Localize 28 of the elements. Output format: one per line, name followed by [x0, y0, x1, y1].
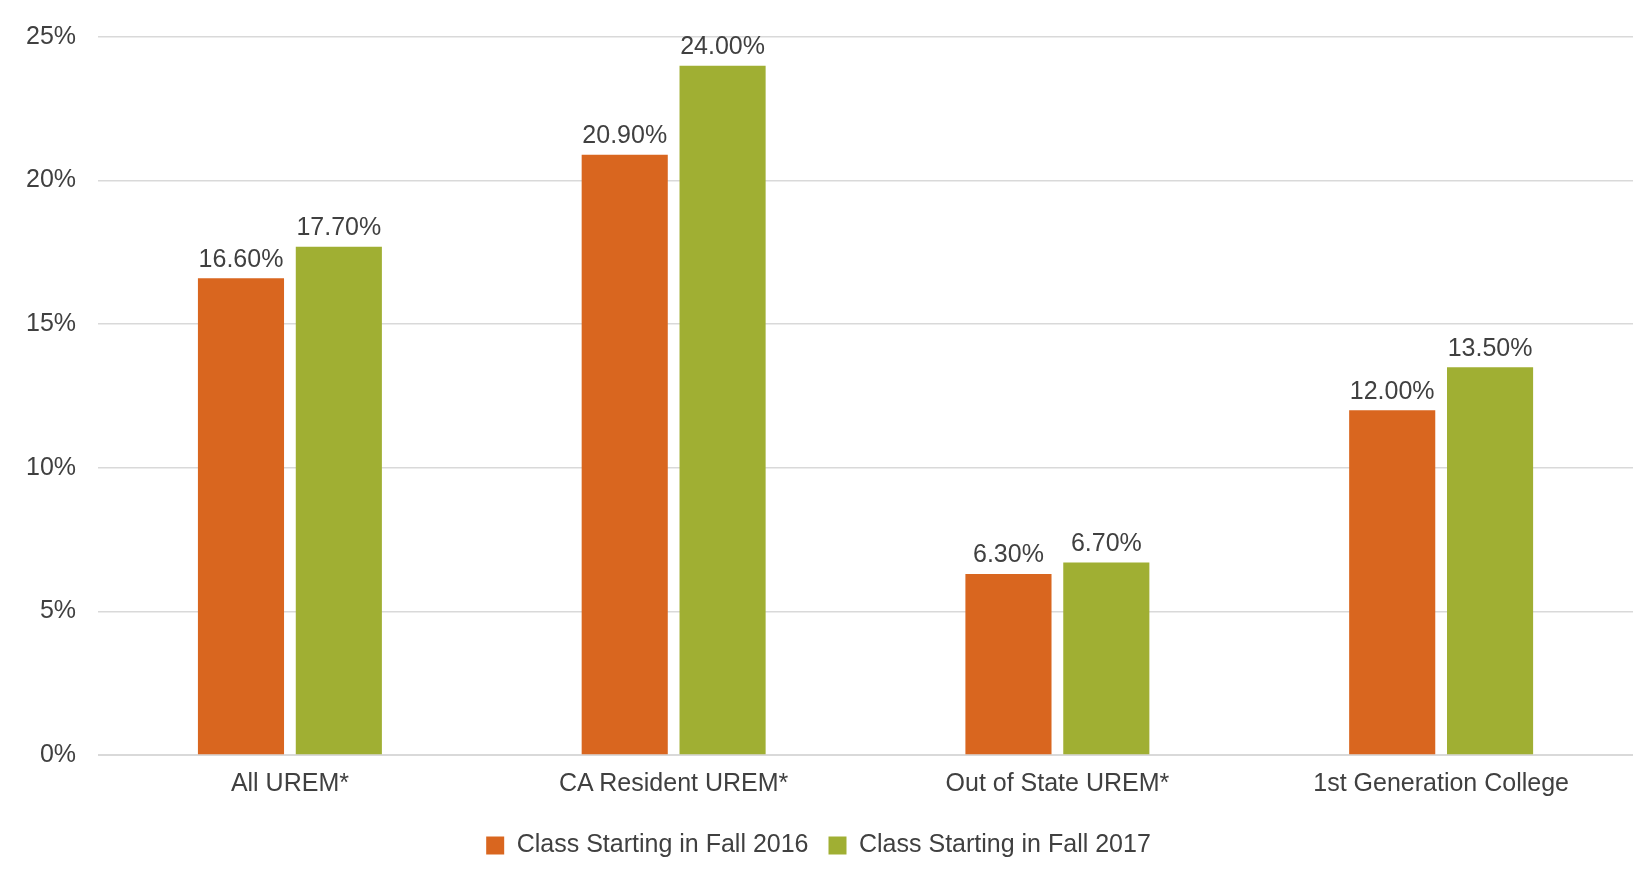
y-tick-label: 20%	[25, 164, 77, 193]
y-tick-label: 0%	[39, 738, 77, 767]
x-tick-label: Out of State UREM*	[945, 767, 1170, 796]
y-tick-label: 10%	[25, 451, 77, 480]
data-label: 20.90%	[582, 120, 668, 149]
x-tick-label: CA Resident UREM*	[559, 767, 789, 796]
bar	[295, 246, 382, 755]
y-tick-label: 5%	[39, 595, 77, 624]
data-label: 24.00%	[680, 31, 765, 60]
data-label: 6.30%	[973, 539, 1044, 568]
bar	[197, 278, 285, 755]
y-tick-label: 25%	[25, 20, 77, 49]
x-tick-label: All UREM*	[230, 767, 350, 796]
bar	[679, 65, 766, 755]
data-label: 17.70%	[296, 212, 382, 241]
legend-label: Class Starting in Fall 2016	[516, 829, 809, 858]
bar	[1349, 410, 1436, 755]
data-label: 13.50%	[1447, 332, 1533, 361]
data-label: 6.70%	[1070, 527, 1142, 556]
x-tick-label: 1st Generation College	[1313, 767, 1569, 796]
data-label: 16.60%	[198, 243, 284, 272]
legend-label: Class Starting in Fall 2017	[859, 829, 1151, 858]
bar	[581, 154, 668, 755]
bar	[1063, 562, 1150, 755]
bar	[1447, 367, 1534, 755]
y-tick-label: 15%	[25, 308, 77, 337]
bar	[965, 574, 1052, 755]
data-label: 12.00%	[1349, 375, 1435, 404]
